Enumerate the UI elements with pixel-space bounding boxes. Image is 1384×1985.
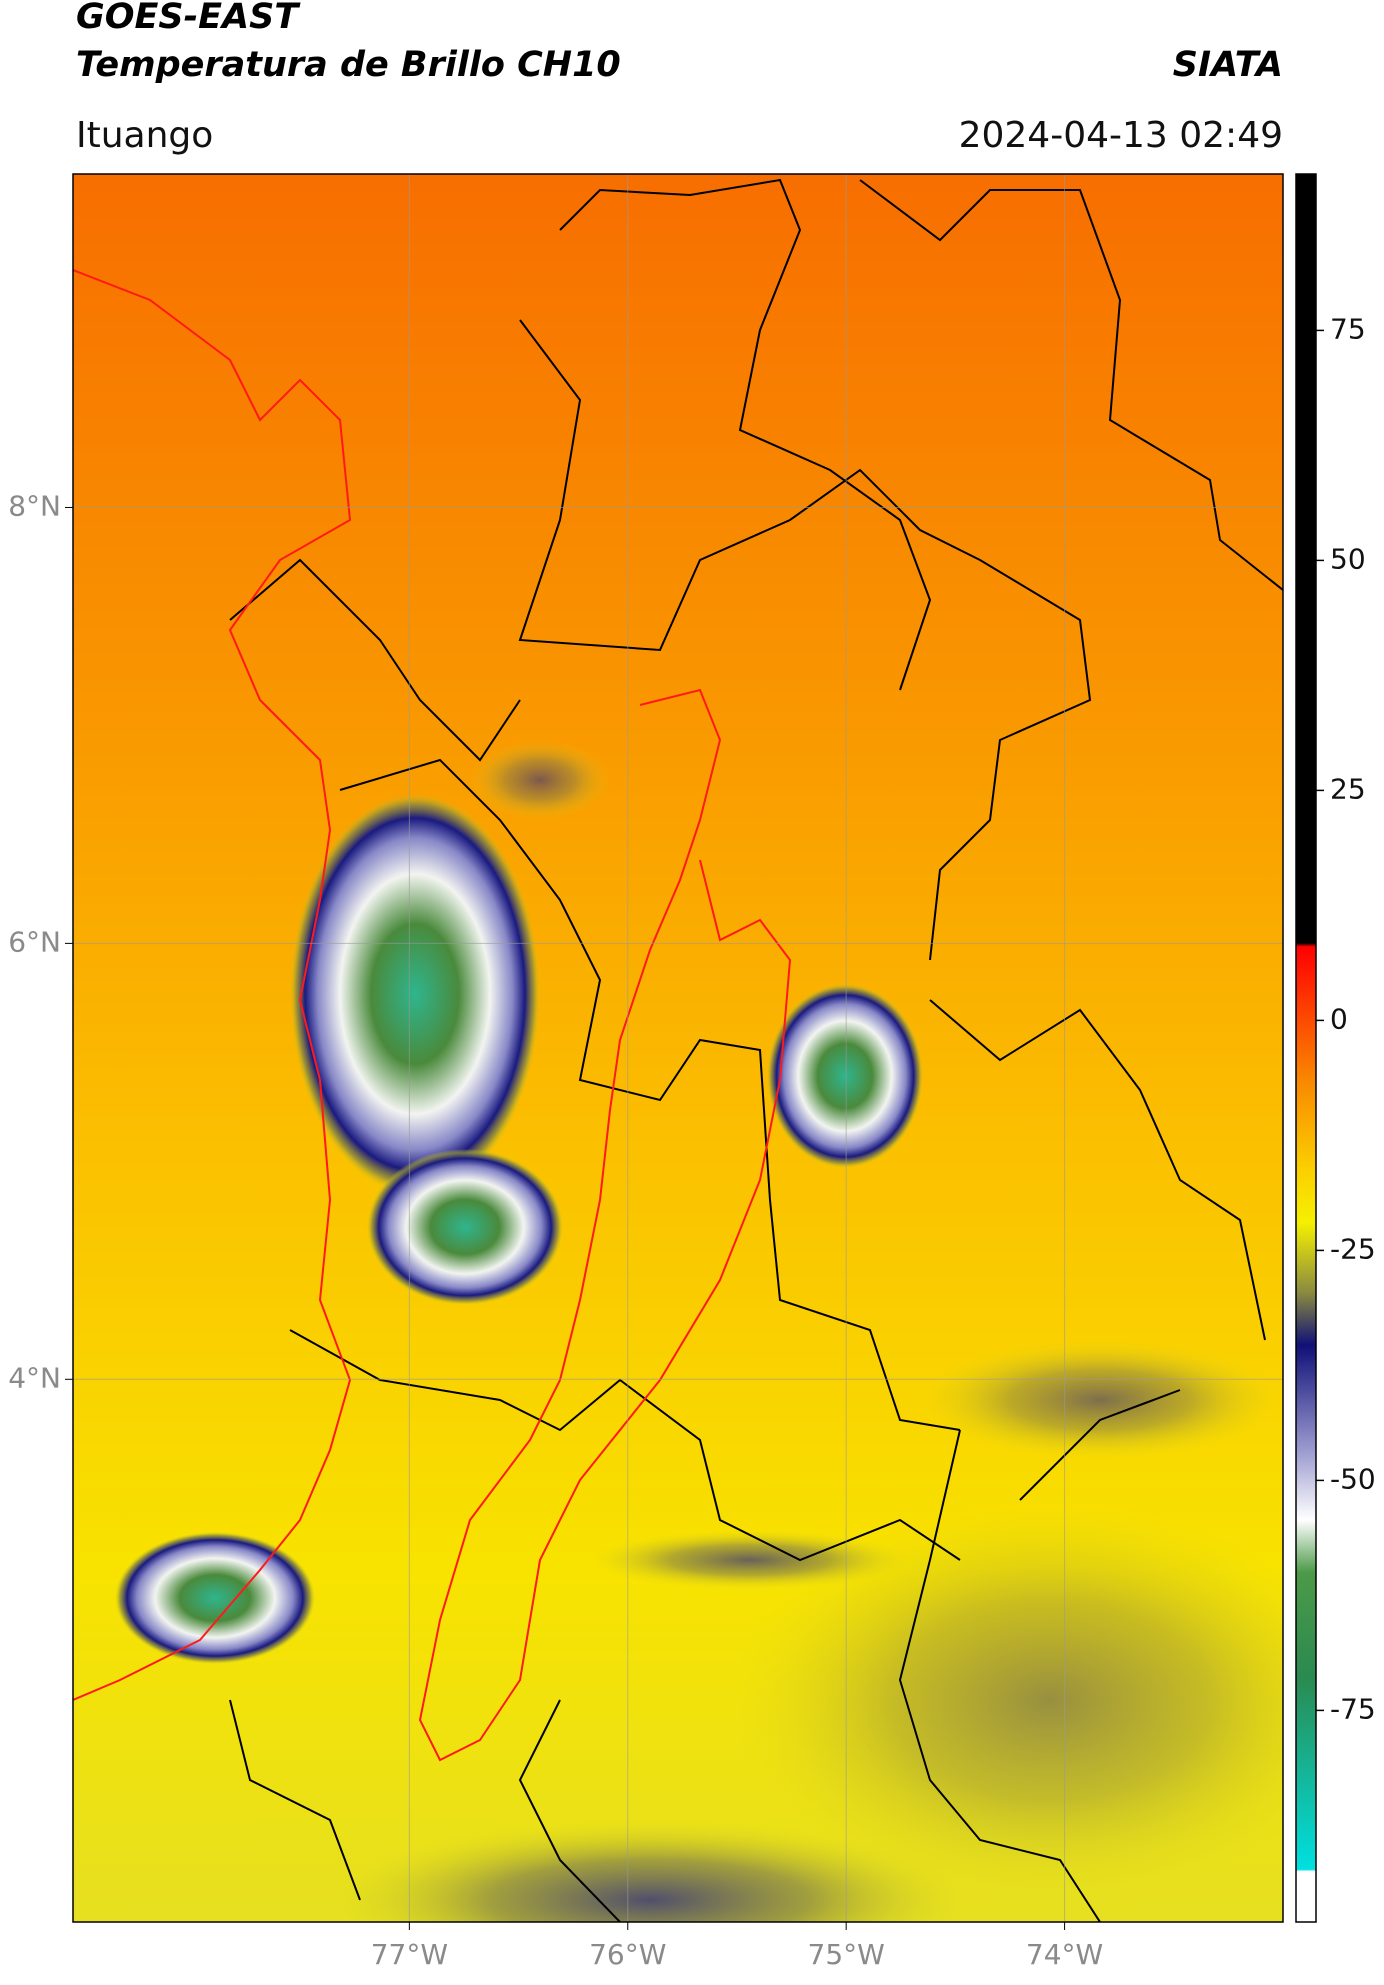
colorbar-tick-label: 25 bbox=[1330, 772, 1366, 805]
colorbar-tick-label: -75 bbox=[1330, 1692, 1376, 1725]
x-tick-label: 77°W bbox=[371, 1938, 448, 1971]
y-tick-label: 8°N bbox=[8, 489, 61, 522]
colorbar-tick-label: 50 bbox=[1330, 542, 1366, 575]
y-tick-label: 4°N bbox=[8, 1361, 61, 1394]
x-tick-label: 74°W bbox=[1026, 1938, 1103, 1971]
title-product: Temperatura de Brillo CH10 bbox=[76, 45, 621, 85]
colorbar-tick-label: 75 bbox=[1330, 312, 1366, 345]
colorbar-tick-label: -50 bbox=[1330, 1462, 1376, 1495]
timestamp: 2024-04-13 02:49 bbox=[959, 115, 1283, 156]
y-tick-label: 6°N bbox=[8, 925, 61, 958]
brand: SIATA bbox=[1173, 45, 1283, 85]
map-frame bbox=[72, 173, 1284, 1923]
map-image bbox=[73, 174, 1283, 1922]
x-tick-label: 75°W bbox=[808, 1938, 885, 1971]
location: Ituango bbox=[76, 115, 213, 156]
colorbar bbox=[1295, 173, 1317, 1923]
title-satellite: GOES-EAST bbox=[76, 0, 301, 37]
colorbar-tick-label: -25 bbox=[1330, 1232, 1376, 1265]
x-tick-label: 76°W bbox=[589, 1938, 666, 1971]
colorbar-tick-label: 0 bbox=[1330, 1002, 1348, 1035]
